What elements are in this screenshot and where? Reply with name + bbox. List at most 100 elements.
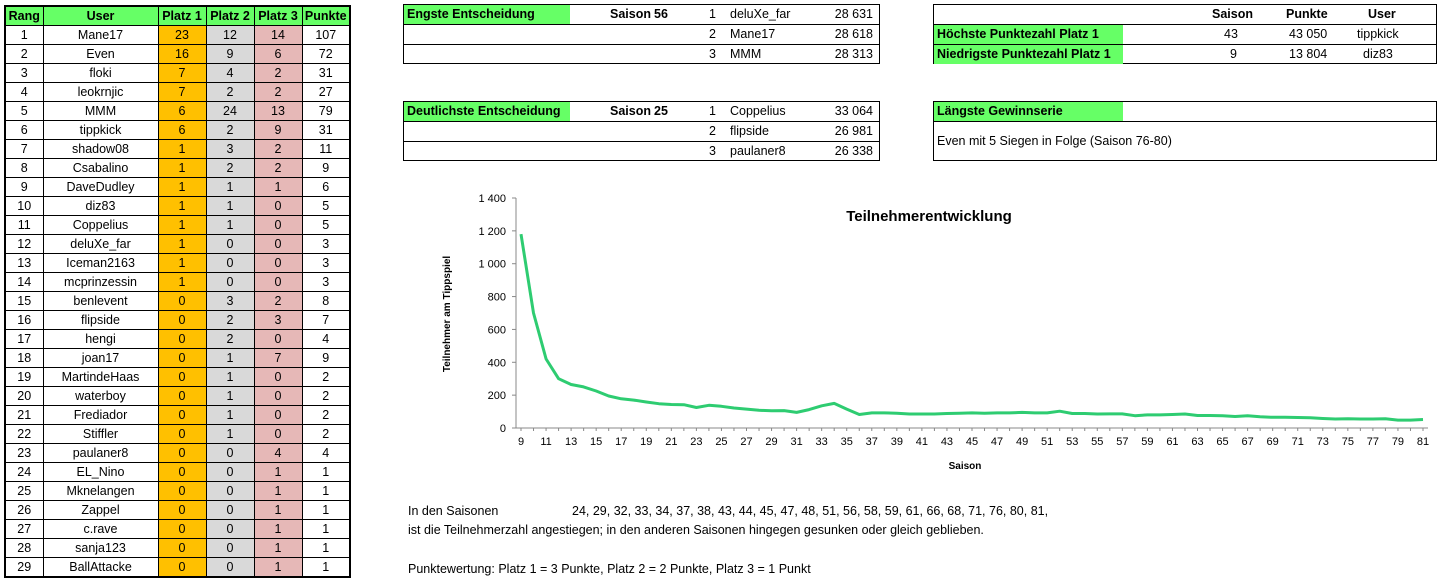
cell-platz3: 2 <box>253 63 303 83</box>
engste-punkte: 28 631 <box>834 7 873 21</box>
cell-platz2: 2 <box>205 310 255 330</box>
cell-punkte: 4 <box>301 329 351 349</box>
cell-rang: 7 <box>4 139 44 159</box>
x-tick-label: 9 <box>518 436 524 448</box>
cell-punkte: 2 <box>301 424 351 444</box>
chart-xlabel: Saison <box>949 461 982 472</box>
engste-saison-label: Saison <box>610 7 651 21</box>
records-box: Saison Punkte User Höchste Punktezahl Pl… <box>933 4 1437 64</box>
x-axis: 9 11 13 15 17 19 21 23 25 27 29 31 33 35 37 39 41 43 45 47 4… <box>516 427 1429 448</box>
deutlichste-row-1: Deutlichste Entscheidung Saison 25 1 Cop… <box>404 102 879 122</box>
table-row: 18 joan17 0 1 7 9 <box>4 348 351 368</box>
cell-user: sanja123 <box>42 538 159 558</box>
cell-user: Mane17 <box>42 25 159 45</box>
engste-pos: 2 <box>709 27 716 41</box>
cell-platz3: 1 <box>253 462 303 482</box>
table-row: 25 Mknelangen 0 0 1 1 <box>4 481 351 501</box>
cell-platz1: 6 <box>157 120 207 140</box>
cell-punkte: 4 <box>301 443 351 463</box>
cell-punkte: 72 <box>301 44 351 64</box>
cell-platz3: 1 <box>253 481 303 501</box>
table-row: 1 Mane17 23 12 14 107 <box>4 25 351 45</box>
cell-platz1: 1 <box>157 177 207 197</box>
cell-user: leokrnjic <box>42 82 159 102</box>
gewinnserie-box: Längste Gewinnserie Even mit 5 Siegen in… <box>933 101 1437 161</box>
cell-punkte: 11 <box>301 139 351 159</box>
table-row: 19 MartindeHaas 0 1 0 2 <box>4 367 351 387</box>
cell-platz1: 1 <box>157 234 207 254</box>
deutlichste-title: Deutlichste Entscheidung <box>404 102 570 121</box>
cell-user: Zappel <box>42 500 159 520</box>
table-row: 11 Coppelius 1 1 0 5 <box>4 215 351 235</box>
deutlichste-saison-label: Saison <box>610 104 651 118</box>
cell-rang: 26 <box>4 500 44 520</box>
cell-punkte: 1 <box>301 462 351 482</box>
gewinnserie-text: Even mit 5 Siegen in Folge (Saison 76-80… <box>937 134 1172 148</box>
records-punkte: 13 804 <box>1289 47 1328 61</box>
cell-user: MartindeHaas <box>42 367 159 387</box>
table-row: 27 c.rave 0 0 1 1 <box>4 519 351 539</box>
engste-user: Mane17 <box>730 27 776 41</box>
cell-rang: 11 <box>4 215 44 235</box>
cell-platz2: 2 <box>205 120 255 140</box>
cell-user: diz83 <box>42 196 159 216</box>
chart-title: Teilnehmerentwicklung <box>846 208 1012 225</box>
cell-punkte: 9 <box>301 158 351 178</box>
series <box>519 233 1424 422</box>
x-tick-label: 43 <box>941 436 953 448</box>
cell-platz2: 9 <box>205 44 255 64</box>
cell-platz2: 1 <box>205 348 255 368</box>
notes-line1-values: 24, 29, 32, 33, 34, 37, 38, 43, 44, 45, … <box>572 504 1049 518</box>
engste-user: deluXe_far <box>730 7 791 21</box>
records-header-punkte: Punkte <box>1286 7 1328 21</box>
gewinnserie-title: Längste Gewinnserie <box>934 102 1123 121</box>
cell-punkte: 5 <box>301 196 351 216</box>
cell-platz2: 0 <box>205 500 255 520</box>
cell-punkte: 31 <box>301 120 351 140</box>
engste-pos: 1 <box>709 7 716 21</box>
cell-platz1: 1 <box>157 272 207 292</box>
table-row: 17 hengi 0 2 0 4 <box>4 329 351 349</box>
x-tick-label: 21 <box>665 436 677 448</box>
x-tick-label: 53 <box>1066 436 1078 448</box>
table-row: 16 flipside 0 2 3 7 <box>4 310 351 330</box>
deutlichste-user: Coppelius <box>730 104 786 118</box>
cell-platz1: 0 <box>157 291 207 311</box>
deutlichste-punkte: 33 064 <box>834 104 873 118</box>
deutlichste-pos: 1 <box>709 104 716 118</box>
cell-platz3: 1 <box>253 500 303 520</box>
table-row: 6 tippkick 6 2 9 31 <box>4 120 351 140</box>
cell-user: floki <box>42 63 159 83</box>
cell-rang: 12 <box>4 234 44 254</box>
y-tick-label: 1 200 <box>478 226 506 238</box>
cell-platz3: 14 <box>253 25 303 45</box>
cell-platz3: 2 <box>253 82 303 102</box>
table-row: 10 diz83 1 1 0 5 <box>4 196 351 216</box>
cell-punkte: 2 <box>301 367 351 387</box>
x-tick-label: 79 <box>1392 436 1404 448</box>
x-tick-label: 19 <box>640 436 652 448</box>
table-row: 28 sanja123 0 0 1 1 <box>4 538 351 558</box>
deutlichste-entscheidung-box: Deutlichste Entscheidung Saison 25 1 Cop… <box>403 101 880 161</box>
x-tick-label: 67 <box>1241 436 1253 448</box>
cell-platz1: 0 <box>157 462 207 482</box>
x-tick-label: 35 <box>841 436 853 448</box>
engste-punkte: 28 313 <box>834 47 873 61</box>
cell-user: BallAttacke <box>42 557 159 578</box>
cell-user: c.rave <box>42 519 159 539</box>
series-line-teilnehmer <box>519 233 1424 422</box>
cell-platz3: 2 <box>253 158 303 178</box>
cell-user: benlevent <box>42 291 159 311</box>
engste-title: Engste Entscheidung <box>404 5 570 24</box>
cell-platz1: 0 <box>157 481 207 501</box>
x-tick-label: 51 <box>1041 436 1053 448</box>
cell-platz2: 0 <box>205 234 255 254</box>
cell-platz1: 0 <box>157 519 207 539</box>
cell-rang: 10 <box>4 196 44 216</box>
cell-user: Coppelius <box>42 215 159 235</box>
cell-platz3: 0 <box>253 215 303 235</box>
header-platz1: Platz 1 <box>157 5 207 26</box>
cell-platz2: 0 <box>205 253 255 273</box>
cell-punkte: 9 <box>301 348 351 368</box>
cell-platz2: 0 <box>205 272 255 292</box>
